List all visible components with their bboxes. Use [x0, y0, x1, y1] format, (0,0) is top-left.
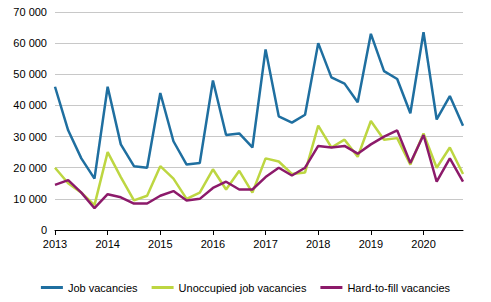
- svg-text:2017: 2017: [253, 238, 277, 250]
- svg-text:Job vacancies: Job vacancies: [68, 282, 138, 294]
- svg-text:40 000: 40 000: [13, 99, 47, 111]
- svg-text:10 000: 10 000: [13, 193, 47, 205]
- svg-text:2018: 2018: [306, 238, 330, 250]
- svg-text:2020: 2020: [411, 238, 435, 250]
- svg-text:2013: 2013: [43, 238, 67, 250]
- svg-text:Hard-to-fill vacancies: Hard-to-fill vacancies: [347, 282, 450, 294]
- svg-text:2015: 2015: [148, 238, 172, 250]
- svg-text:Unoccupied job vacancies: Unoccupied job vacancies: [179, 282, 307, 294]
- svg-text:2016: 2016: [201, 238, 225, 250]
- svg-text:30 000: 30 000: [13, 131, 47, 143]
- svg-text:70 000: 70 000: [13, 6, 47, 18]
- svg-text:50 000: 50 000: [13, 68, 47, 80]
- svg-text:20 000: 20 000: [13, 162, 47, 174]
- svg-text:0: 0: [41, 224, 47, 236]
- svg-text:2019: 2019: [359, 238, 383, 250]
- svg-text:2014: 2014: [95, 238, 119, 250]
- svg-text:60 000: 60 000: [13, 37, 47, 49]
